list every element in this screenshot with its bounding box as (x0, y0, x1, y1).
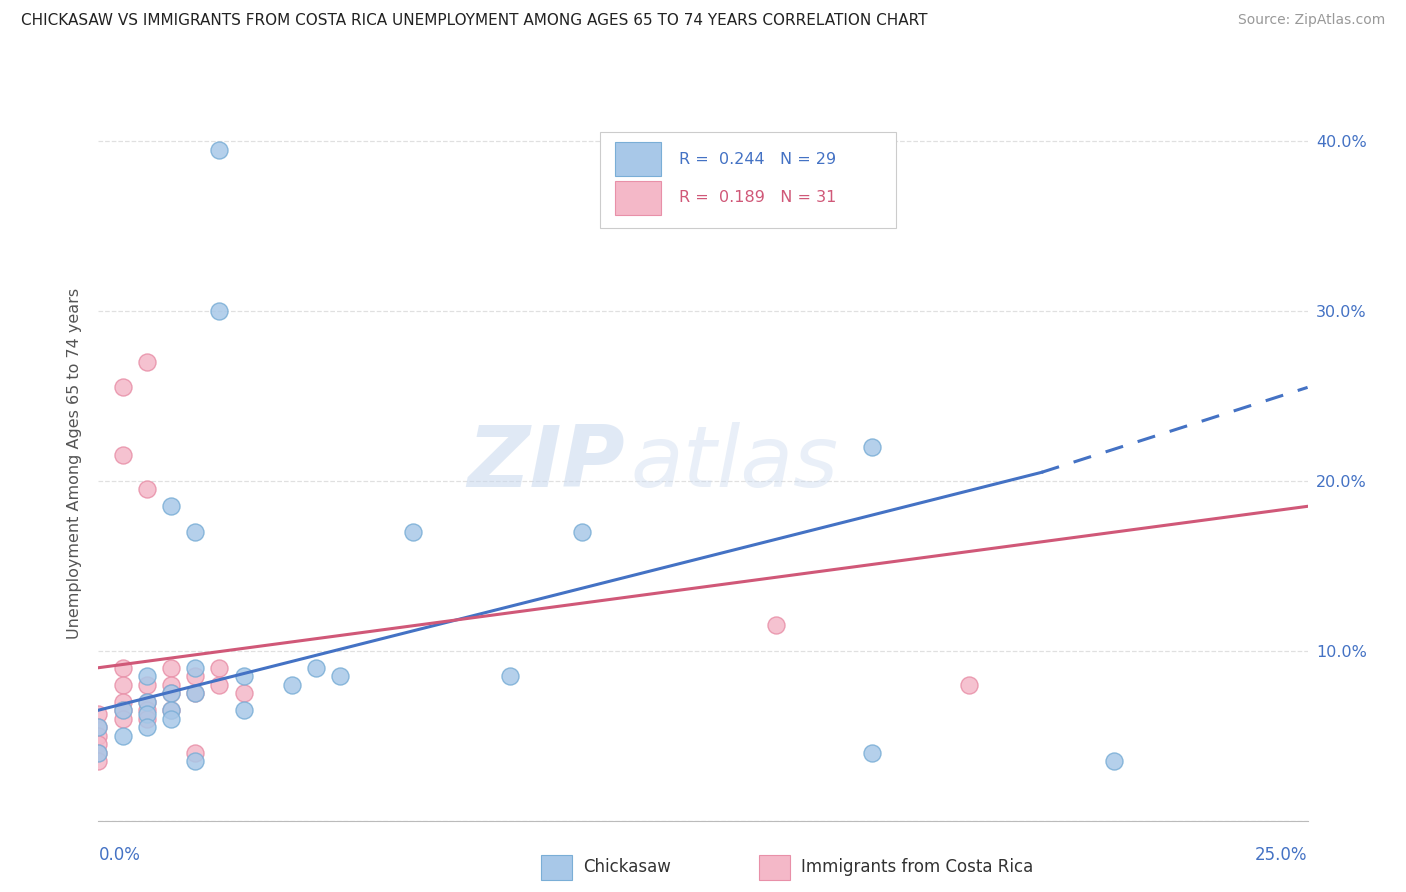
Point (1102, 754, 1125, 768)
Point (232, 669, 254, 683)
Point (87, 720, 110, 734)
Point (860, 746, 883, 760)
Point (135, 703, 157, 717)
Point (281, 678, 304, 692)
Point (184, 524, 207, 539)
Text: Immigrants from Costa Rica: Immigrants from Costa Rica (801, 858, 1033, 876)
Point (160, 686, 183, 700)
Text: R =  0.189   N = 31: R = 0.189 N = 31 (679, 190, 837, 205)
Point (111, 703, 134, 717)
Point (160, 703, 183, 717)
Text: 25.0%: 25.0% (1256, 846, 1308, 863)
Bar (614, 180, 661, 215)
Point (135, 706, 157, 721)
Y-axis label: Unemployment Among Ages 65 to 74 years: Unemployment Among Ages 65 to 74 years (67, 288, 83, 640)
Text: ZIP: ZIP (467, 422, 624, 506)
FancyBboxPatch shape (600, 132, 897, 228)
Point (305, 661, 328, 675)
Point (160, 703, 183, 717)
Point (160, 686, 183, 700)
Point (135, 712, 157, 726)
Point (87, 706, 110, 721)
Point (135, 483, 157, 497)
Point (184, 661, 207, 675)
Point (111, 661, 134, 675)
Point (184, 686, 207, 700)
Text: 0.0%: 0.0% (98, 846, 141, 863)
Point (184, 669, 207, 683)
Text: Source: ZipAtlas.com: Source: ZipAtlas.com (1237, 13, 1385, 28)
Point (160, 661, 183, 675)
Text: R =  0.244   N = 29: R = 0.244 N = 29 (679, 152, 837, 167)
Point (498, 669, 520, 683)
Point (111, 712, 134, 726)
Point (111, 729, 134, 743)
Point (135, 355, 157, 369)
Bar (614, 142, 661, 177)
Point (957, 678, 980, 692)
Point (111, 678, 134, 692)
Point (208, 678, 231, 692)
Point (208, 143, 231, 157)
Point (135, 695, 157, 709)
Point (87, 737, 110, 751)
Point (184, 754, 207, 768)
Text: CHICKASAW VS IMMIGRANTS FROM COSTA RICA UNEMPLOYMENT AMONG AGES 65 TO 74 YEARS C: CHICKASAW VS IMMIGRANTS FROM COSTA RICA … (21, 13, 928, 29)
Point (571, 524, 593, 539)
Point (232, 703, 254, 717)
Point (87, 729, 110, 743)
Point (184, 686, 207, 700)
Point (87, 746, 110, 760)
Text: Chickasaw: Chickasaw (583, 858, 672, 876)
Point (402, 524, 425, 539)
Point (111, 448, 134, 462)
Point (135, 669, 157, 683)
Point (160, 500, 183, 514)
Point (111, 380, 134, 394)
Point (160, 712, 183, 726)
Point (135, 720, 157, 734)
Point (135, 695, 157, 709)
Point (160, 678, 183, 692)
Point (765, 618, 787, 632)
Text: atlas: atlas (630, 422, 838, 506)
Point (87, 720, 110, 734)
Point (135, 678, 157, 692)
Point (232, 686, 254, 700)
Point (208, 661, 231, 675)
Point (111, 703, 134, 717)
Point (87, 746, 110, 760)
Point (860, 440, 883, 454)
Point (208, 304, 231, 318)
Point (111, 695, 134, 709)
Point (329, 669, 352, 683)
Point (184, 746, 207, 760)
Point (87, 754, 110, 768)
